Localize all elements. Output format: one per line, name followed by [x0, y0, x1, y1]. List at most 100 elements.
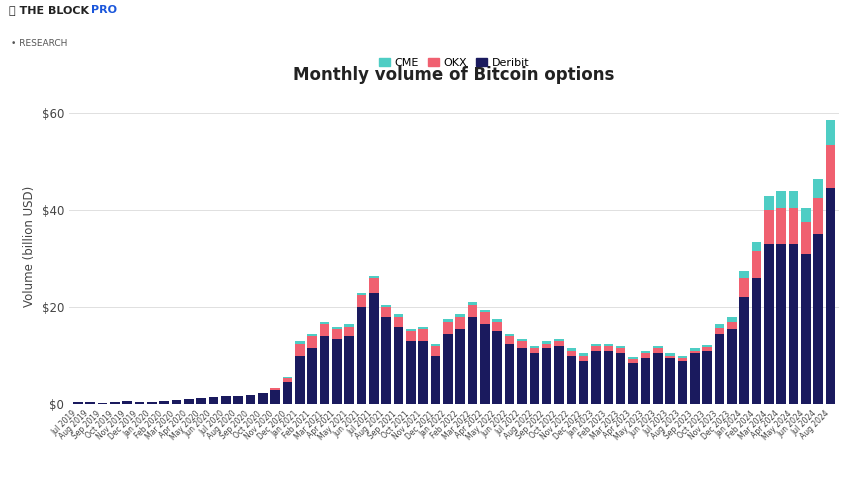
- Bar: [480, 312, 490, 324]
- Bar: [825, 144, 836, 188]
- Bar: [517, 341, 527, 349]
- Bar: [98, 403, 107, 404]
- Text: • RESEARCH: • RESEARCH: [11, 39, 67, 48]
- Bar: [246, 394, 255, 404]
- Bar: [813, 234, 823, 404]
- Bar: [221, 396, 231, 404]
- Bar: [369, 276, 379, 278]
- Bar: [172, 400, 182, 404]
- Bar: [443, 322, 452, 334]
- Bar: [813, 198, 823, 234]
- Bar: [505, 334, 515, 336]
- Bar: [407, 331, 416, 341]
- Bar: [480, 310, 490, 312]
- Bar: [690, 353, 700, 404]
- Bar: [480, 324, 490, 404]
- Bar: [307, 334, 317, 336]
- Bar: [159, 401, 169, 404]
- Bar: [665, 356, 675, 358]
- Bar: [394, 315, 403, 317]
- Legend: CME, OKX, Deribit: CME, OKX, Deribit: [375, 53, 534, 72]
- Bar: [604, 351, 613, 404]
- Bar: [184, 399, 194, 404]
- Bar: [801, 254, 811, 404]
- Bar: [825, 188, 836, 404]
- Bar: [740, 297, 749, 404]
- Bar: [628, 363, 638, 404]
- Bar: [813, 178, 823, 198]
- Bar: [431, 346, 440, 356]
- Bar: [456, 315, 465, 317]
- Bar: [369, 278, 379, 293]
- Bar: [740, 278, 749, 297]
- Bar: [320, 336, 330, 404]
- Bar: [356, 307, 367, 404]
- Bar: [727, 329, 736, 404]
- Bar: [801, 222, 811, 254]
- Bar: [752, 251, 761, 278]
- Bar: [702, 345, 712, 347]
- Bar: [344, 324, 354, 326]
- Bar: [407, 341, 416, 404]
- Bar: [653, 346, 663, 349]
- Bar: [122, 401, 132, 404]
- Bar: [295, 341, 304, 344]
- Bar: [801, 208, 811, 222]
- Bar: [283, 377, 292, 378]
- Bar: [579, 360, 588, 404]
- Bar: [344, 336, 354, 404]
- Bar: [394, 317, 403, 326]
- Bar: [677, 356, 687, 358]
- Bar: [764, 196, 773, 210]
- Bar: [702, 347, 712, 351]
- Bar: [505, 344, 515, 404]
- Bar: [567, 349, 576, 351]
- Bar: [591, 344, 601, 346]
- Bar: [332, 339, 342, 404]
- Bar: [641, 353, 650, 358]
- Bar: [381, 307, 391, 317]
- Bar: [468, 317, 477, 404]
- Bar: [517, 339, 527, 341]
- Bar: [147, 402, 157, 404]
- Bar: [86, 402, 95, 404]
- Bar: [381, 317, 391, 404]
- Bar: [690, 349, 700, 351]
- Bar: [727, 322, 736, 329]
- Bar: [554, 346, 564, 404]
- Bar: [505, 336, 515, 344]
- Bar: [443, 334, 452, 404]
- Bar: [320, 322, 330, 324]
- Bar: [641, 351, 650, 353]
- Bar: [369, 293, 379, 404]
- Bar: [419, 341, 428, 404]
- Bar: [825, 120, 836, 144]
- Bar: [653, 349, 663, 353]
- Bar: [320, 324, 330, 336]
- Bar: [529, 349, 539, 353]
- Bar: [443, 319, 452, 322]
- Bar: [332, 329, 342, 339]
- Bar: [554, 339, 564, 341]
- Bar: [196, 398, 206, 404]
- Bar: [752, 242, 761, 251]
- Bar: [665, 353, 675, 356]
- Bar: [307, 336, 317, 349]
- Bar: [677, 360, 687, 404]
- Bar: [776, 244, 786, 404]
- Bar: [258, 393, 267, 404]
- Bar: [381, 305, 391, 307]
- Bar: [208, 397, 218, 404]
- Bar: [628, 357, 638, 359]
- Bar: [579, 353, 588, 356]
- Bar: [456, 317, 465, 329]
- Bar: [492, 322, 502, 331]
- Bar: [653, 353, 663, 404]
- Bar: [641, 358, 650, 404]
- Bar: [356, 293, 367, 295]
- Bar: [776, 191, 786, 208]
- Bar: [554, 341, 564, 346]
- Bar: [394, 326, 403, 404]
- Bar: [271, 389, 280, 404]
- Bar: [690, 351, 700, 353]
